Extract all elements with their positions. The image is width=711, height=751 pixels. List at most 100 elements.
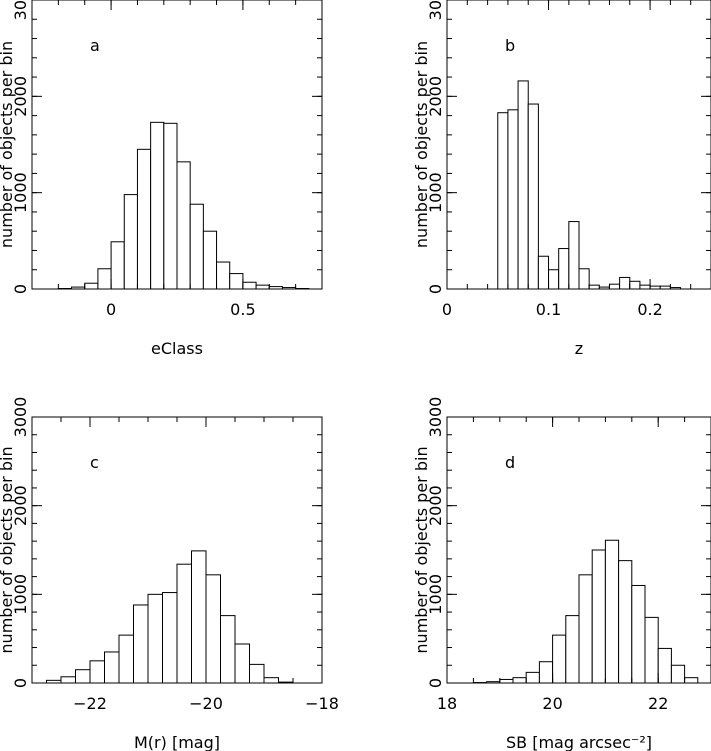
histogram-bar [568,221,580,290]
y-tick-label: 0 [11,284,30,294]
histogram-bar [255,284,270,290]
histogram-bar [84,282,99,290]
histogram-bar [591,549,606,684]
x-tick-label: 20 [542,694,562,713]
histogram-bar [123,194,138,290]
y-axis-label: number of objects per bin [412,446,431,653]
x-axis-label: SB [mag arcsec⁻²] [506,733,652,751]
histogram-bar [684,677,699,684]
histogram-bar [619,276,631,290]
histogram-bar [189,203,204,290]
y-tick-label: 1000 [11,574,30,615]
histogram-bar [133,604,149,684]
histogram-bar [163,122,178,290]
histogram-bar [629,280,641,290]
plot-frame [31,0,323,290]
histogram-bar [202,230,218,290]
histogram-bar [242,281,257,290]
histogram-bar [249,663,265,684]
histogram-bar [136,148,152,290]
histogram-bar [644,616,659,684]
x-tick-label: 0 [106,300,116,319]
x-tick-label: −22 [73,694,107,713]
y-axis-label: number of objects per bin [0,41,16,248]
histogram-bar [538,661,554,684]
histogram-bar [104,651,120,684]
x-tick-label: 18 [437,694,457,713]
histogram-bar [110,241,125,290]
x-tick-label: 22 [648,694,668,713]
histogram-bar [162,592,178,684]
panel-label: d [505,453,515,472]
histogram-bar [216,261,231,290]
histogram-bar [604,539,620,684]
histogram-bar [588,284,600,290]
x-axis-label: z [575,339,583,358]
y-axis-label: number of objects per bin [412,41,431,248]
panel-d: 18 20 22 0 1000 2000 3000 number of objects per… [412,397,711,751]
histogram-bar [497,112,509,290]
histogram-bar [670,664,686,684]
histogram-bar [191,550,207,684]
y-tick-label: 3000 [426,397,445,438]
histogram-bar [578,268,590,290]
histogram-bar [220,615,236,684]
histogram-bar [205,574,221,684]
x-tick-label: 0.5 [230,300,255,319]
histogram-bar [507,109,519,290]
y-tick-label: 3000 [11,397,30,438]
histogram-bar [89,660,105,684]
panel-label: c [90,453,99,472]
histogram-bar [118,634,134,684]
panel-b: 0 0.1 0.2 0 1000 2000 3000 number of objects pe… [412,0,711,358]
y-tick-label: 0 [426,284,445,294]
x-tick-label: −18 [305,694,339,713]
histogram-bar [512,677,527,684]
panel-label: a [90,36,100,55]
histogram-bar [631,584,646,684]
histogram-bar [147,593,163,684]
y-tick-label: 1000 [426,574,445,615]
panel-c: −22 −20 −18 0 1000 2000 3000 number of objects … [0,397,339,751]
x-tick-label: −20 [189,694,223,713]
panel-label: b [505,36,515,55]
y-tick-label: 1000 [426,172,445,213]
histogram-bar [150,121,165,290]
y-tick-label: 0 [426,678,445,688]
histogram-bar [578,574,593,684]
y-tick-label: 2000 [11,76,30,117]
histogram-bar [527,103,539,290]
y-tick-label: 2000 [426,485,445,526]
histogram-bar [525,671,540,684]
histogram-bar [657,647,672,684]
panel-a: 0 0.5 0 1000 2000 3000 number of objects per b… [0,0,323,358]
histogram-bar [60,676,76,684]
histogram-bar [608,283,621,290]
histogram-bar [517,80,529,290]
x-axis-label: eClass [151,339,203,358]
x-tick-label: 0.2 [637,300,662,319]
y-tick-label: 1000 [11,172,30,213]
histogram-bar [229,273,244,290]
x-tick-label: 0 [442,300,452,319]
histogram-bar [639,284,651,290]
x-tick-label: 0.1 [536,300,561,319]
y-tick-label: 3000 [11,0,30,20]
y-axis-label: number of objects per bin [0,446,16,653]
histogram-bar [234,643,250,684]
x-axis-label: M(r) [mag] [134,733,220,751]
histogram-bar [75,669,91,684]
plot-frame [446,0,711,290]
histogram-bar [558,248,570,290]
histogram-bar [176,161,191,290]
y-tick-label: 2000 [426,76,445,117]
y-tick-label: 3000 [426,0,445,20]
histogram-bar [176,563,192,684]
y-tick-label: 0 [11,678,30,688]
y-tick-label: 2000 [11,485,30,526]
histogram-bar [537,255,550,290]
histogram-bar [565,615,580,684]
histogram-bar [263,677,279,684]
histogram-bar [618,560,633,684]
